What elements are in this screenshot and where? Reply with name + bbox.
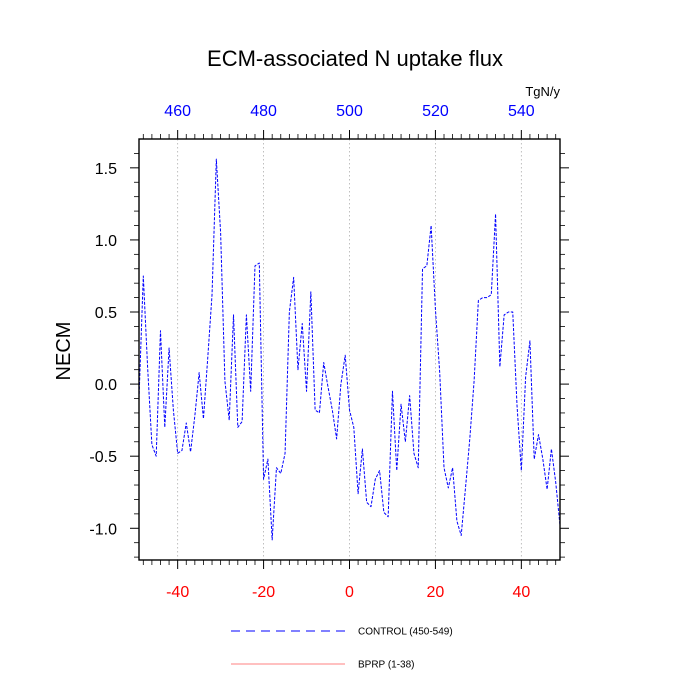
y-tick-label: -1.0 [89, 521, 117, 538]
y-axis-label: NECM [53, 322, 75, 381]
y-tick-label: -0.5 [89, 449, 117, 466]
x-tick-label: 0 [345, 584, 354, 601]
y-tick-label: 0.0 [95, 377, 117, 394]
x-tick-label: 40 [512, 584, 530, 601]
x-tick-label: 20 [427, 584, 445, 601]
chart-title: ECM-associated N uptake flux [207, 46, 503, 71]
series-layer [138, 158, 561, 541]
legend-label: CONTROL (450-549) [358, 627, 453, 638]
y-tick-label: 0.5 [95, 305, 117, 322]
grid-lines [177, 139, 522, 560]
y-tick-label: 1.5 [95, 161, 117, 178]
top-tick-label: 460 [164, 103, 191, 120]
plot-frame [138, 138, 561, 561]
x-tick-label: -20 [252, 584, 275, 601]
legend: CONTROL (450-549) BPRP (1-38) [231, 627, 453, 671]
axes: -40 460 -20 480 0 500 20 520 40 540 -1.0 -0.5 0.0 0.5… [89, 103, 569, 601]
top-tick-label: 480 [250, 103, 277, 120]
y-tick-label: 1.0 [95, 233, 117, 250]
top-axis-units: TgN/y [525, 84, 560, 99]
top-tick-label: 520 [422, 103, 449, 120]
top-tick-label: 500 [336, 103, 363, 120]
top-tick-label: 540 [508, 103, 535, 120]
legend-label: BPRP (1-38) [358, 660, 415, 671]
series-line [138, 158, 561, 541]
x-tick-label: -40 [166, 584, 189, 601]
